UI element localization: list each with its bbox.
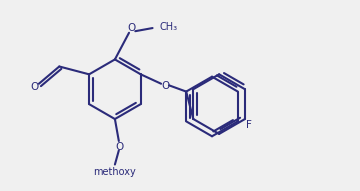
Text: F: F <box>246 120 252 129</box>
Text: O: O <box>116 142 124 152</box>
Text: methoxy: methoxy <box>94 167 136 176</box>
Text: O: O <box>127 23 135 33</box>
Text: O: O <box>161 81 169 91</box>
Text: O: O <box>30 82 38 92</box>
Text: CH₃: CH₃ <box>159 22 178 32</box>
